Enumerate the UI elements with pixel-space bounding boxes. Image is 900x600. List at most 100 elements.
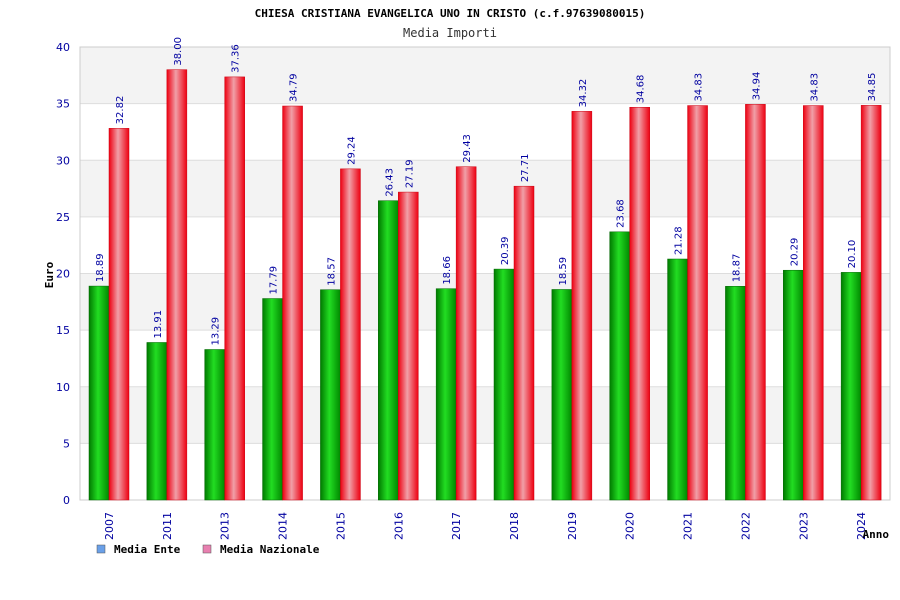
plot-border [79,46,891,501]
bar-media-ente-2016 [378,200,399,501]
data-label: 21.28 [674,226,685,255]
data-label: 27.19 [404,159,415,188]
bar-media-ente-2018 [493,268,515,501]
y-tick-label: 30 [56,154,70,167]
data-label: 26.43 [384,168,395,197]
y-tick-label: 0 [63,494,70,507]
x-tick-label: 2021 [682,512,695,540]
legend-label-media-nazionale: Media Nazionale [220,543,320,556]
bar-media-nazionale-2020 [629,106,650,501]
data-label: 38.00 [173,37,184,66]
data-label: 34.79 [289,73,300,102]
plot-band [80,443,890,500]
x-tick-label: 2017 [450,512,463,540]
bar-media-nazionale-2013 [224,76,245,501]
data-label: 17.79 [269,266,280,295]
bar-media-nazionale-2018 [513,185,535,501]
bar-media-ente-2013 [204,349,225,501]
data-label: 29.24 [346,136,357,165]
plot-band [80,160,890,217]
x-axis-label: Anno [863,528,890,541]
bar-media-ente-2015 [320,289,341,501]
bar-media-nazionale-2011 [166,69,188,501]
bar-media-nazionale-2017 [455,166,477,501]
y-tick-label: 40 [56,41,70,54]
y-tick-label: 25 [56,211,70,224]
x-tick-label: 2020 [624,512,637,540]
x-tick-label: 2022 [739,512,752,540]
bar-media-nazionale-2023 [803,105,824,501]
bar-media-ente-2024 [840,272,862,501]
y-tick-label: 35 [56,98,70,111]
x-tick-label: 2023 [797,512,810,540]
data-label: 23.68 [616,199,627,228]
plot-band [80,386,890,444]
data-label: 27.71 [520,154,531,183]
data-label: 18.57 [326,257,337,286]
bars [88,69,882,501]
y-axis-label: Euro [43,261,56,288]
data-label: 34.32 [578,79,589,108]
bar-media-ente-2014 [262,298,283,501]
data-label: 13.91 [153,310,164,339]
legend-swatch-media-ente [96,544,106,554]
legend-swatch-media-nazionale [202,544,212,554]
data-label: 32.82 [115,96,126,125]
plot-band [80,103,890,161]
bar-media-ente-2022 [725,286,746,501]
y-tick-label: 10 [56,381,70,394]
x-tick-label: 2007 [103,512,116,540]
data-label: 20.39 [500,236,511,265]
bar-media-nazionale-2019 [571,111,593,501]
data-label: 20.10 [847,240,858,269]
bar-media-ente-2020 [609,231,630,501]
y-tick-label: 5 [63,437,70,450]
bar-media-nazionale-2022 [745,104,766,501]
x-tick-label: 2018 [508,512,521,540]
bar-media-nazionale-2007 [108,128,130,501]
x-axis-ticks: 2007 2011 2013 2014 2015 2016 2017 2018 2019 2020… [103,512,868,540]
data-label: 34.83 [809,73,820,102]
data-label: 18.87 [731,254,742,283]
legend-label-media-ente: Media Ente [114,543,181,556]
x-tick-label: 2024 [855,512,868,540]
y-axis-ticks: 0 5 10 15 20 25 30 35 40 [56,41,70,507]
data-label: 18.89 [95,253,106,282]
data-label: 13.29 [211,317,222,346]
data-label: 20.29 [789,238,800,267]
chart-title: CHIESA CRISTIANA EVANGELICA UNO IN CRIST… [255,7,646,20]
x-tick-label: 2014 [277,512,290,540]
data-labels: 18.89 32.82 13.91 38.00 13.29 37.36 17.79 34.79… [95,37,878,345]
plot-band [80,216,890,274]
x-tick-label: 2011 [161,512,174,540]
bar-media-ente-2019 [551,289,573,501]
bar-media-ente-2017 [435,288,457,501]
data-label: 34.68 [636,75,647,104]
legend: Media Ente Media Nazionale [96,543,320,556]
bar-media-ente-2007 [88,285,110,501]
plot-band [80,273,890,331]
data-label: 34.94 [751,72,762,101]
plot-band [80,330,890,387]
data-label: 29.43 [462,134,473,163]
bar-media-nazionale-2024 [860,105,882,501]
data-label: 18.59 [558,257,569,286]
data-label: 18.66 [442,256,453,285]
x-tick-label: 2015 [334,512,347,540]
data-label: 34.85 [867,73,878,102]
data-label: 34.83 [694,73,705,102]
bar-media-ente-2011 [146,342,168,501]
bar-media-nazionale-2021 [687,105,708,501]
x-tick-label: 2016 [392,512,405,540]
bar-media-nazionale-2014 [282,105,303,501]
y-tick-label: 15 [56,324,70,337]
plot-band [80,47,890,104]
bar-media-nazionale-2015 [340,168,361,501]
bar-media-ente-2021 [667,258,688,501]
y-tick-label: 20 [56,268,70,281]
chart-subtitle: Media Importi [403,26,497,40]
data-label: 37.36 [231,44,242,73]
x-tick-label: 2019 [566,512,579,540]
bar-media-nazionale-2016 [398,191,419,501]
